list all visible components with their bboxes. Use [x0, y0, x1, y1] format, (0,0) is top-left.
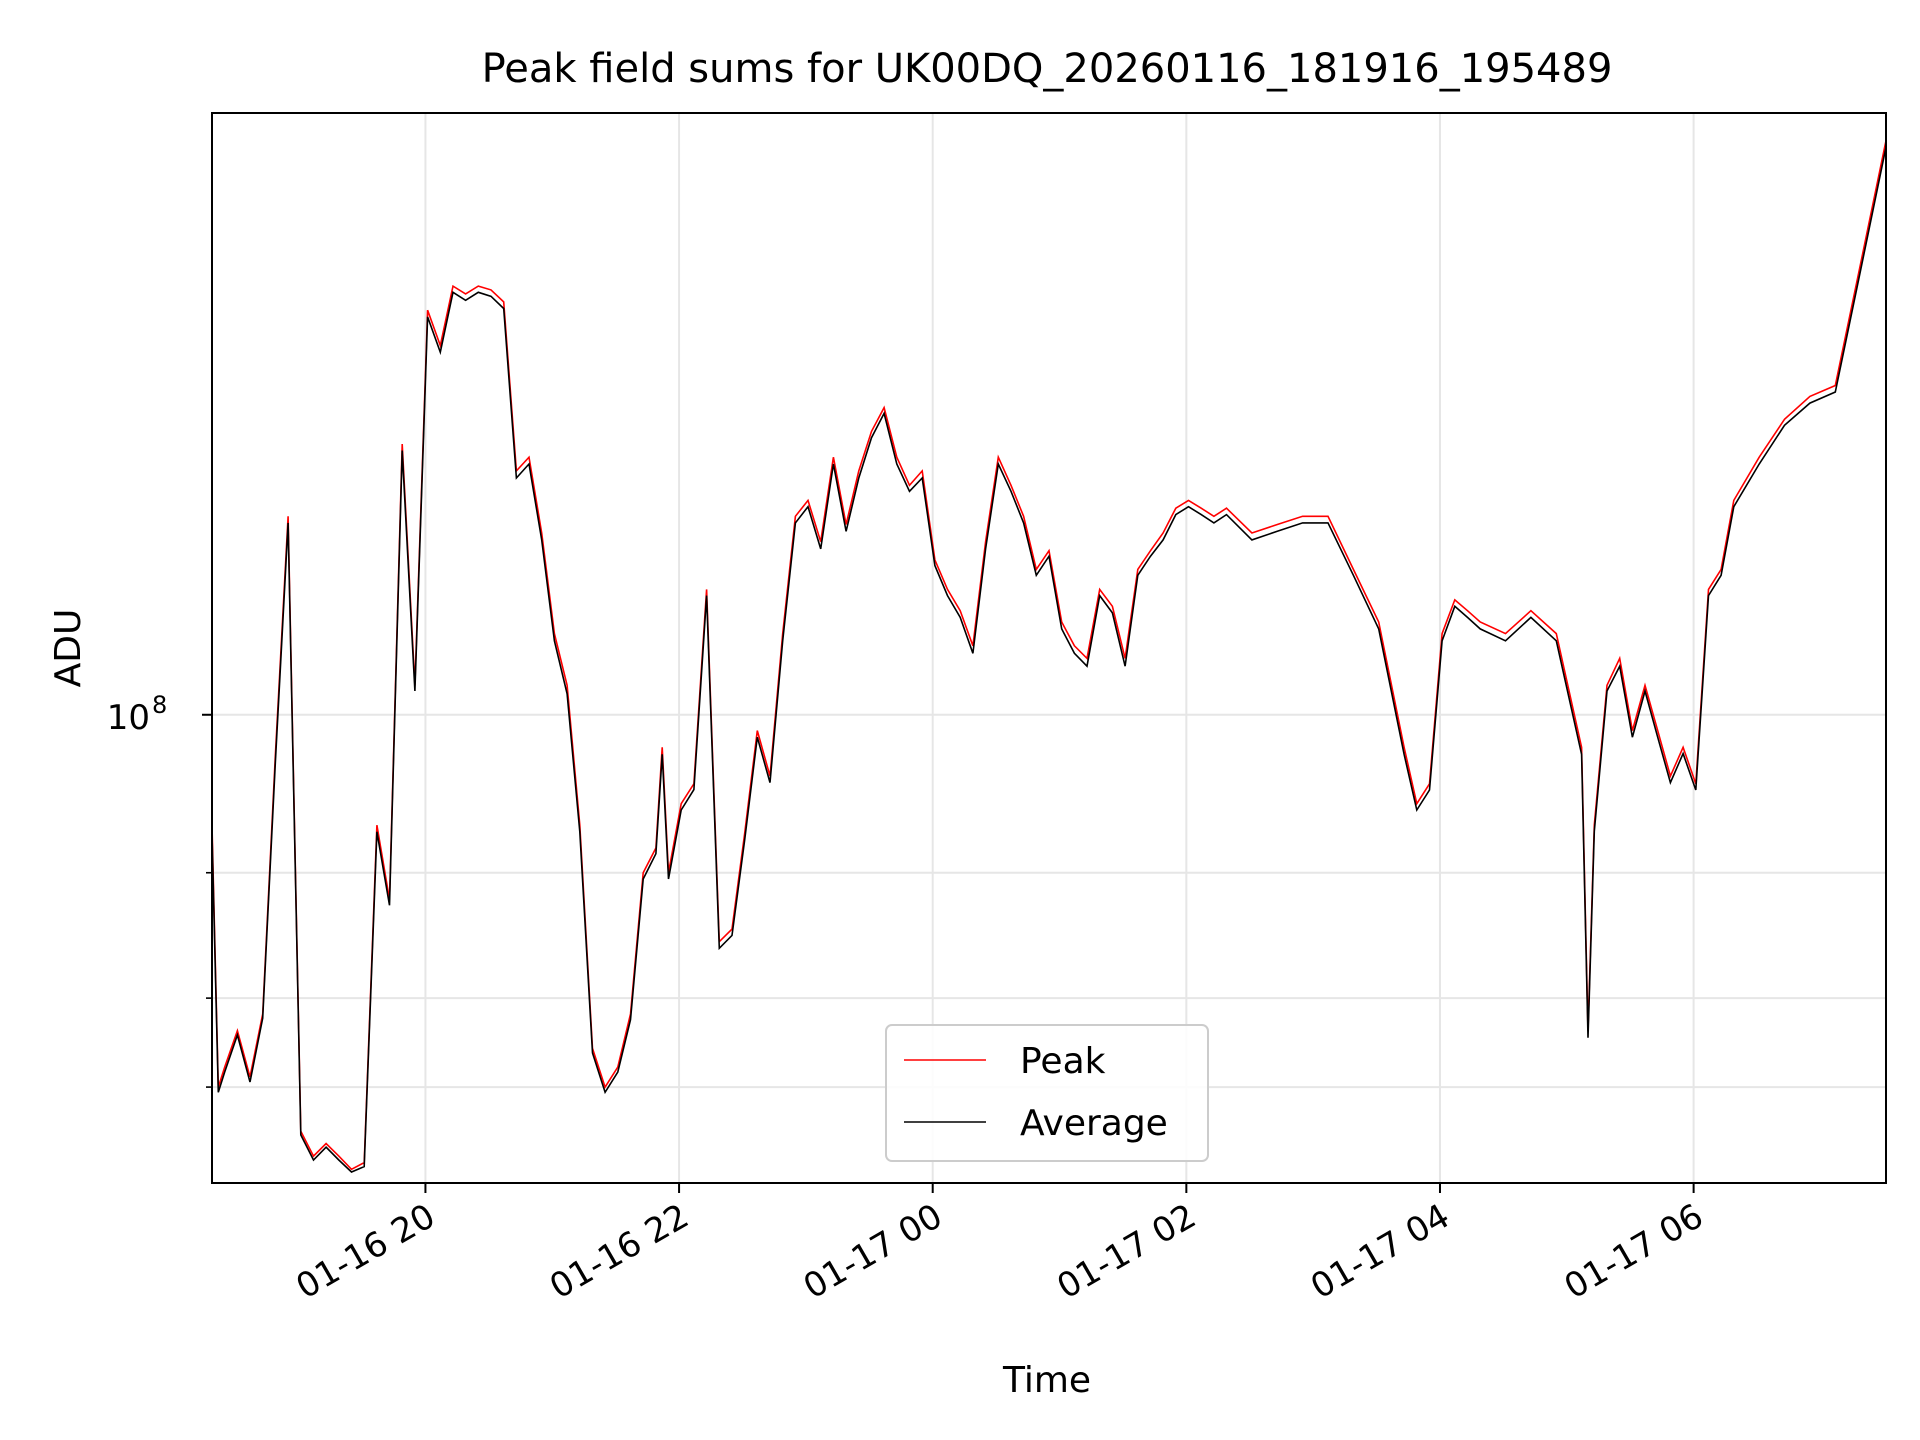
legend-box	[885, 1024, 1209, 1162]
y-tick-exponent: 8	[152, 691, 167, 719]
plot-frame	[211, 112, 1887, 1184]
y-axis-label: ADU	[48, 609, 89, 688]
y-tick-label: 10	[107, 698, 150, 738]
legend-peak-label: Peak	[1020, 1041, 1106, 1082]
series-average-line	[211, 146, 1887, 1173]
x-axis-label: Time	[1002, 1360, 1091, 1401]
series-peak-line	[211, 140, 1887, 1171]
grid	[212, 113, 1886, 1183]
legend: Peak Average	[885, 1024, 1209, 1162]
chart-title: Peak field sums for UK00DQ_20260116_1819…	[482, 46, 1613, 92]
legend-average-label: Average	[1020, 1103, 1168, 1144]
plot-area	[211, 112, 1887, 1184]
plot-background	[212, 113, 1886, 1183]
y-axis: 10 8	[107, 691, 212, 1088]
